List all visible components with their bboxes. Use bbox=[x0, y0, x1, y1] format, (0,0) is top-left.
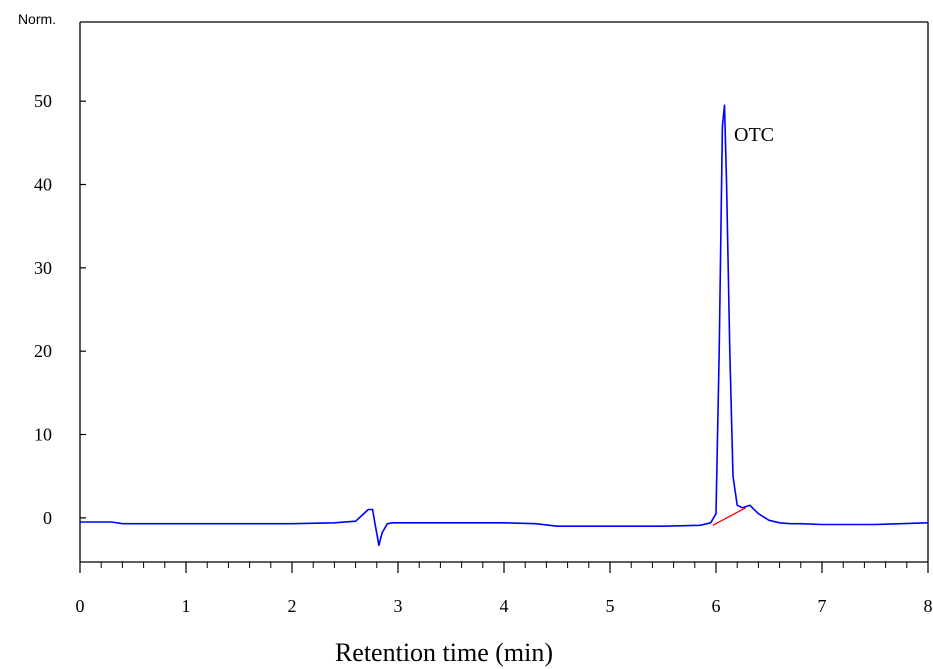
x-tick-label: 5 bbox=[606, 596, 615, 616]
x-tick-label: 4 bbox=[500, 596, 509, 616]
x-tick-label: 2 bbox=[288, 596, 297, 616]
y-axis-ticks: 0 10 20 30 40 50 bbox=[34, 91, 86, 528]
x-tick-label: 8 bbox=[924, 596, 933, 616]
y-tick-label: 10 bbox=[34, 425, 52, 445]
x-tick-label: 0 bbox=[76, 596, 85, 616]
y-tick-label: 20 bbox=[34, 341, 52, 361]
peak-baseline-segment bbox=[712, 507, 747, 526]
series-layer bbox=[80, 104, 929, 547]
y-axis-label: Norm. bbox=[18, 11, 56, 27]
y-tick-label: 40 bbox=[34, 175, 52, 195]
x-tick-label: 3 bbox=[394, 596, 403, 616]
x-axis-label: Retention time (min) bbox=[335, 638, 553, 667]
y-tick-label: 30 bbox=[34, 258, 52, 278]
x-axis-ticks: 0 1 2 3 4 5 6 7 8 bbox=[76, 562, 933, 616]
x-tick-label: 6 bbox=[712, 596, 721, 616]
y-tick-label: 50 bbox=[34, 91, 52, 111]
y-tick-label: 0 bbox=[43, 508, 52, 528]
chromatogram-trace bbox=[80, 104, 929, 547]
x-tick-label: 7 bbox=[818, 596, 827, 616]
x-tick-label: 1 bbox=[182, 596, 191, 616]
peak-annotation-otc: OTC bbox=[734, 124, 774, 146]
